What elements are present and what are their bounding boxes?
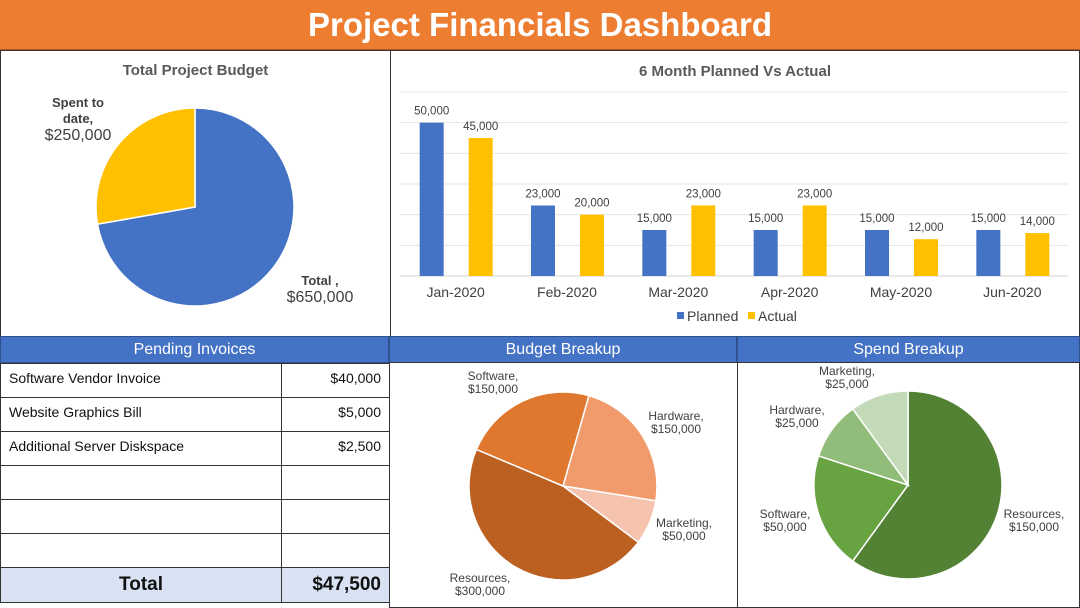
bar-actual [1025,233,1050,276]
bar-planned [531,205,555,276]
bar-actual [802,205,827,276]
bar-data-label: 23,000 [686,188,721,200]
bar-data-label: 50,000 [414,106,449,118]
pie-label-name: Marketing, [656,516,712,530]
total-row: Total $47,500 [0,567,390,603]
bar-data-label: 15,000 [637,213,672,225]
pie-label-name: Total , [301,273,338,288]
bar-actual [914,239,938,276]
bar-data-label: 15,000 [748,213,783,225]
pie-label-value: $300,000 [455,584,505,598]
pie-data-label: Resources,$300,000 [450,571,511,598]
pie-slice-spent-to-date [95,107,196,226]
dashboard-title: Project Financials Dashboard [0,0,1080,50]
pie-slice-software [475,391,590,488]
pending-invoices-header: Pending Invoices [0,336,389,363]
pie-data-label: Marketing,$25,000 [819,364,875,391]
invoice-amount [281,533,390,568]
x-tick-label: Apr-2020 [761,284,819,300]
spend-breakup-header: Spend Breakup [737,336,1080,363]
bar-actual [580,214,604,276]
legend-label-planned: Planned [687,308,738,324]
bar-planned [419,122,444,277]
legend-swatch-planned [677,312,684,319]
x-tick-label: Jun-2020 [983,284,1042,300]
pie-label-name: Marketing, [819,364,875,378]
pie-data-label: Software,$50,000 [760,507,811,534]
pie-label-value: $650,000 [287,289,354,306]
pie-data-label: Marketing,$50,000 [656,516,712,543]
pie-label-value: $25,000 [775,416,819,430]
pie-label-value: $250,000 [45,127,112,144]
bar-chart-title: 6 Month Planned Vs Actual [639,63,831,80]
pie-slice-marketing [851,390,909,488]
pie-slice-resources [468,448,640,581]
pie-label-name: Resources, [1004,507,1065,521]
invoice-row [0,533,390,568]
bar-data-label: 45,000 [463,121,498,133]
budget-breakup-header: Budget Breakup [389,336,737,363]
invoice-name: Additional Server Diskspace [0,431,283,466]
bar-actual [468,138,493,276]
pie-data-label: Software,$150,000 [468,369,519,396]
pie-label-value: $50,000 [763,520,807,534]
bar-actual [691,205,716,276]
invoice-amount: $40,000 [281,363,390,398]
pie-slice-resources [851,390,1003,580]
pie-data-label: Total ,$650,000 [287,273,354,306]
invoice-row [0,465,390,500]
bar-data-label: 15,000 [859,213,894,225]
legend-label-actual: Actual [758,308,797,324]
invoice-amount [281,465,390,500]
invoice-row: Website Graphics Bill $5,000 [0,397,390,432]
bar-data-label: 12,000 [908,222,943,234]
bar-planned [642,230,667,276]
total-budget-title: Total Project Budget [122,62,269,79]
pie-label-name: Spent to [52,95,104,110]
total-label: Total [0,567,283,603]
x-tick-label: Mar-2020 [648,284,708,300]
total-amount: $47,500 [281,567,390,603]
bar-data-label: 14,000 [1020,216,1055,228]
planned-vs-actual-panel: 6 Month Planned Vs Actual [390,50,1080,337]
pie-label-name: date, [63,111,93,126]
pie-label-name: Software, [760,507,811,521]
pie-label-value: $150,000 [468,382,518,396]
pie-label-name: Hardware, [648,409,703,423]
pie-label-value: $25,000 [825,377,869,391]
pie-label-value: $150,000 [1009,520,1059,534]
invoice-amount: $2,500 [281,431,390,466]
pie-label-name: Hardware, [769,403,824,417]
pie-slice-software [813,455,910,563]
bar-planned [865,230,889,276]
pie-label-value: $50,000 [662,529,706,543]
x-tick-label: Feb-2020 [537,284,597,300]
bar-planned [753,230,778,276]
pie-slice-hardware [562,394,658,502]
invoice-name: Website Graphics Bill [0,397,283,432]
legend-swatch-actual [748,312,755,319]
bar-planned [976,230,1001,276]
bar-data-label: 15,000 [971,213,1006,225]
x-tick-label: May-2020 [870,284,932,300]
bar-data-label: 23,000 [797,188,832,200]
pie-label-name: Software, [468,369,519,383]
pending-invoices-table: Software Vendor Invoice $40,000 Website Gr… [0,363,390,603]
pie-label-name: Resources, [450,571,511,585]
pie-data-label: Hardware,$150,000 [648,409,703,436]
pie-label-value: $150,000 [651,422,701,436]
x-tick-label: Jan-2020 [426,284,485,300]
bar-data-label: 20,000 [574,198,609,210]
pie-data-label: Hardware,$25,000 [769,403,824,430]
bar-data-label: 23,000 [525,188,560,200]
invoice-row: Additional Server Diskspace $2,500 [0,431,390,466]
pie-slice-total [96,107,295,307]
pie-data-label: Resources,$150,000 [1004,507,1065,534]
invoice-amount: $5,000 [281,397,390,432]
